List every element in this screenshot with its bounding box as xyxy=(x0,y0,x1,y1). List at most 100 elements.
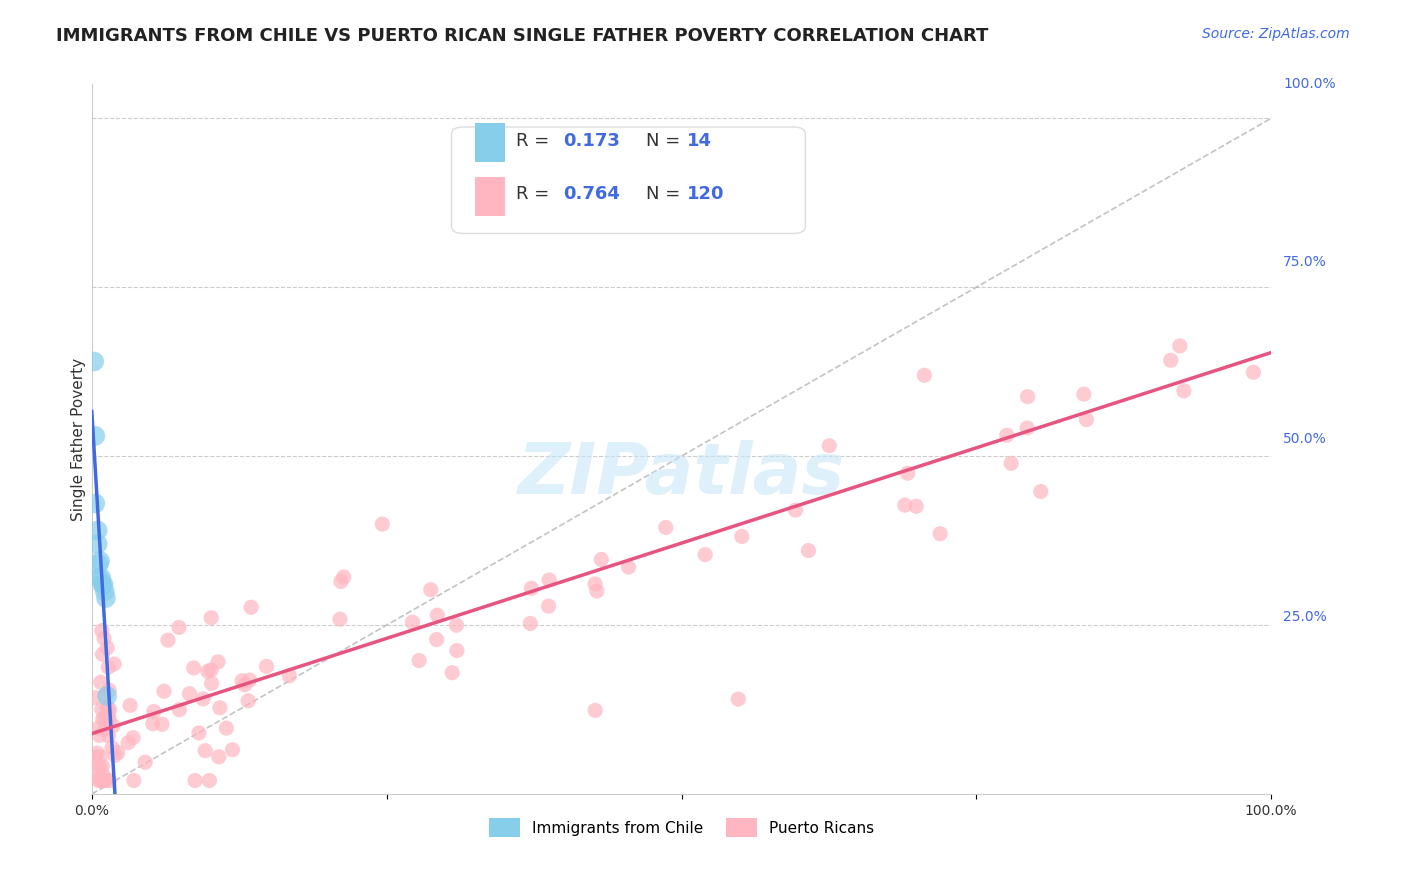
Point xyxy=(233,678,256,692)
Point xyxy=(583,577,606,591)
Point xyxy=(90,571,112,585)
Point xyxy=(94,584,117,599)
Text: 25.0%: 25.0% xyxy=(1284,609,1327,624)
Point xyxy=(329,574,352,589)
Point xyxy=(194,744,217,758)
Point xyxy=(86,746,108,760)
Text: 100.0%: 100.0% xyxy=(1284,78,1336,92)
Point xyxy=(117,736,139,750)
Point xyxy=(215,721,238,735)
Text: R =: R = xyxy=(516,186,555,203)
Point xyxy=(371,517,394,532)
Text: N =: N = xyxy=(647,186,686,203)
Point xyxy=(200,663,222,677)
Point xyxy=(104,748,127,763)
Point xyxy=(91,773,114,788)
Point xyxy=(727,692,749,706)
Point xyxy=(87,558,110,572)
Point xyxy=(695,548,717,562)
Text: 0.173: 0.173 xyxy=(564,132,620,150)
Point xyxy=(89,554,111,568)
Point xyxy=(120,698,142,713)
Point xyxy=(538,573,561,587)
Point xyxy=(91,647,114,661)
Point xyxy=(239,673,262,687)
Point xyxy=(93,632,115,646)
Point xyxy=(98,704,121,718)
Point xyxy=(89,729,111,743)
Point xyxy=(87,721,110,735)
Point xyxy=(91,712,114,726)
Point xyxy=(184,773,207,788)
Point xyxy=(90,702,112,716)
Point xyxy=(122,773,145,788)
Text: 50.0%: 50.0% xyxy=(1284,433,1327,446)
Point xyxy=(231,673,253,688)
Point xyxy=(87,571,110,585)
Point xyxy=(1173,384,1195,398)
Point xyxy=(329,612,352,626)
Text: 75.0%: 75.0% xyxy=(1284,255,1327,268)
Point xyxy=(97,660,120,674)
Point xyxy=(103,657,125,671)
Point xyxy=(591,552,613,566)
Point xyxy=(200,611,222,625)
Point xyxy=(1000,456,1022,470)
Point xyxy=(83,750,105,764)
Point xyxy=(94,688,117,702)
Point xyxy=(441,665,464,680)
Bar xyxy=(475,177,505,216)
Point xyxy=(97,729,120,743)
Point xyxy=(122,731,145,745)
Point xyxy=(98,701,121,715)
FancyBboxPatch shape xyxy=(451,127,806,234)
Point xyxy=(94,722,117,736)
Text: IMMIGRANTS FROM CHILE VS PUERTO RICAN SINGLE FATHER POVERTY CORRELATION CHART: IMMIGRANTS FROM CHILE VS PUERTO RICAN SI… xyxy=(56,27,988,45)
Text: 14: 14 xyxy=(688,132,713,150)
Point xyxy=(278,669,301,683)
Bar xyxy=(475,123,505,162)
Point xyxy=(912,368,935,383)
Text: R =: R = xyxy=(516,132,555,150)
Point xyxy=(93,711,115,725)
Point xyxy=(84,496,107,510)
Point xyxy=(142,705,165,719)
Point xyxy=(208,749,231,764)
Point xyxy=(93,769,115,783)
Point xyxy=(256,659,278,673)
Point xyxy=(200,676,222,690)
Point xyxy=(101,740,124,755)
Point xyxy=(818,439,841,453)
Point xyxy=(583,703,606,717)
Point xyxy=(730,145,752,159)
Point xyxy=(86,537,108,551)
Point xyxy=(83,354,105,368)
Point xyxy=(1168,339,1191,353)
Point xyxy=(785,503,807,517)
Point xyxy=(86,524,108,538)
Point xyxy=(519,616,541,631)
Point xyxy=(96,640,118,655)
Point xyxy=(89,771,111,785)
Point xyxy=(91,759,114,773)
Point xyxy=(156,633,179,648)
Point xyxy=(98,683,121,698)
Point xyxy=(655,520,678,534)
Point xyxy=(96,710,118,724)
Point xyxy=(995,428,1018,442)
Point xyxy=(188,726,211,740)
Point xyxy=(446,618,468,632)
Point xyxy=(1017,390,1039,404)
Point xyxy=(183,661,205,675)
Point xyxy=(419,582,441,597)
Point xyxy=(89,749,111,764)
Point xyxy=(86,761,108,775)
Point xyxy=(1241,365,1264,379)
Point xyxy=(731,529,754,543)
Point xyxy=(1160,353,1182,368)
Point xyxy=(93,577,115,591)
Point xyxy=(1017,421,1039,435)
Point xyxy=(101,719,124,733)
Point xyxy=(91,577,114,591)
Point xyxy=(167,620,190,634)
